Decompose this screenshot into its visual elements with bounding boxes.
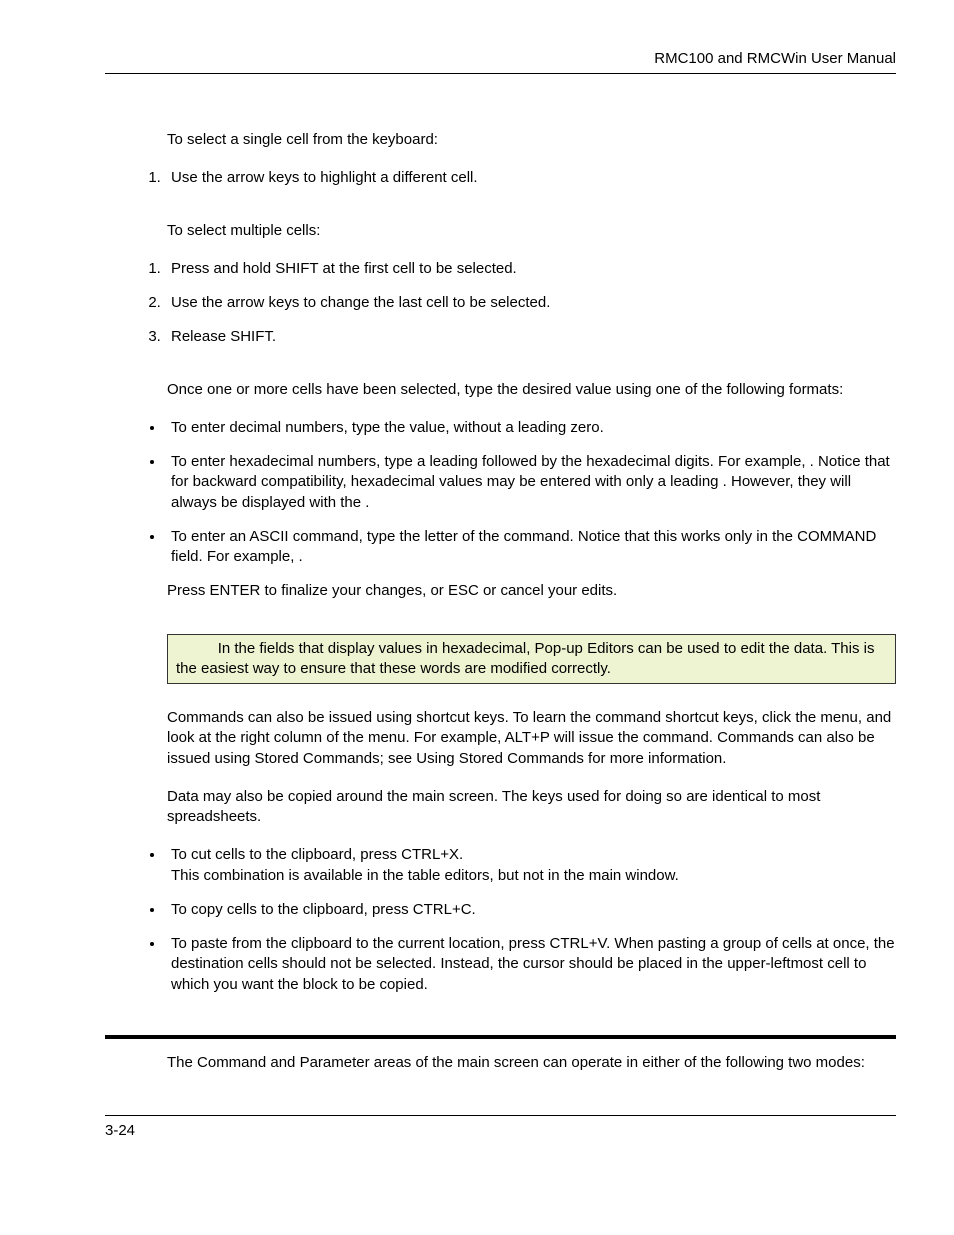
list-item: Press and hold SHIFT at the first cell t… xyxy=(165,259,896,279)
list-item: To enter decimal numbers, type the value… xyxy=(165,418,896,438)
note-box: In the fields that display values in hex… xyxy=(167,634,896,685)
list-item: Release SHIFT. xyxy=(165,327,896,347)
list-item: To enter an ASCII command, type the lett… xyxy=(165,527,896,568)
numbered-list-1: Use the arrow keys to highlight a differ… xyxy=(105,168,896,188)
paragraph: To select a single cell from the keyboar… xyxy=(167,130,896,150)
list-item-text: To cut cells to the clipboard, press CTR… xyxy=(171,846,679,883)
paragraph: To select multiple cells: xyxy=(167,221,896,241)
note-text: In the fields that display values in hex… xyxy=(176,640,879,677)
list-item: To enter hexadecimal numbers, type a lea… xyxy=(165,452,896,513)
bullet-list-1: To enter decimal numbers, type the value… xyxy=(105,418,896,568)
page-header: RMC100 and RMCWin User Manual xyxy=(105,50,896,74)
list-item: To cut cells to the clipboard, press CTR… xyxy=(165,845,896,886)
page-number: 3-24 xyxy=(105,1122,135,1139)
paragraph: The Command and Parameter areas of the m… xyxy=(167,1053,896,1073)
section-divider xyxy=(105,1035,896,1039)
paragraph: Once one or more cells have been selecte… xyxy=(167,380,896,400)
list-item: To copy cells to the clipboard, press CT… xyxy=(165,900,896,920)
header-title: RMC100 and RMCWin User Manual xyxy=(654,50,896,67)
document-page: RMC100 and RMCWin User Manual To select … xyxy=(0,0,954,1169)
list-item: To paste from the clipboard to the curre… xyxy=(165,934,896,995)
list-item: Use the arrow keys to highlight a differ… xyxy=(165,168,896,188)
paragraph: Commands can also be issued using shortc… xyxy=(167,708,896,769)
paragraph: Data may also be copied around the main … xyxy=(167,787,896,828)
paragraph: Press ENTER to finalize your changes, or… xyxy=(167,581,896,601)
list-item: Use the arrow keys to change the last ce… xyxy=(165,293,896,313)
numbered-list-2: Press and hold SHIFT at the first cell t… xyxy=(105,259,896,348)
bullet-list-2: To cut cells to the clipboard, press CTR… xyxy=(105,845,896,995)
page-footer: 3-24 xyxy=(105,1115,896,1139)
